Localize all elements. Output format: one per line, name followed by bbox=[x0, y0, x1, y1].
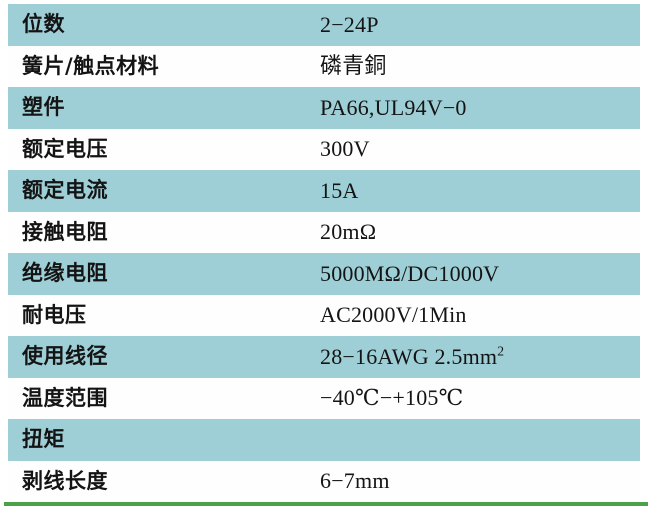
spec-value-cell: 2−24P bbox=[320, 11, 379, 37]
spec-value-cell: PA66,UL94V−0 bbox=[320, 94, 467, 120]
spec-label-cell: 剥线长度 bbox=[22, 468, 108, 493]
spec-label-cell: 扭矩 bbox=[22, 427, 65, 452]
table-row: 塑件 PA66,UL94V−0 bbox=[0, 87, 650, 129]
table-row: 额定电压 300V bbox=[0, 128, 650, 170]
spec-value-cell: −40℃−+105℃ bbox=[320, 385, 464, 411]
table-row: 绝缘电阻 5000MΩ/DC1000V bbox=[0, 253, 650, 295]
spec-value-cell: AC2000V/1Min bbox=[320, 302, 467, 328]
table-row: 使用线径 28−16AWG 2.5mm2 bbox=[0, 336, 650, 378]
spec-value-text: 28−16AWG 2.5mm bbox=[320, 343, 498, 369]
spec-label-cell: 绝缘电阻 bbox=[22, 261, 108, 286]
connector-specification-table: 位数 2−24P 簧片/触点材料 磷青銅 塑件 PA66,UL94V−0 额定电压 300V 额… bbox=[0, 4, 650, 492]
table-row: 接触电阻 20mΩ bbox=[0, 211, 650, 253]
table-row: 位数 2−24P bbox=[0, 4, 650, 46]
spec-value-cell: 5000MΩ/DC1000V bbox=[320, 260, 500, 286]
spec-label-cell: 位数 bbox=[22, 12, 65, 37]
spec-value-cell: 20mΩ bbox=[320, 219, 377, 245]
spec-value-superscript: 2 bbox=[497, 343, 505, 359]
table-row: 额定电流 15A bbox=[0, 170, 650, 212]
spec-label-cell: 簧片/触点材料 bbox=[22, 53, 160, 78]
spec-label-cell: 温度范围 bbox=[22, 385, 108, 410]
spec-label-cell: 塑件 bbox=[22, 95, 65, 120]
spec-label-cell: 额定电压 bbox=[22, 136, 108, 161]
spec-label-cell: 使用线径 bbox=[22, 344, 108, 369]
bottom-green-rule bbox=[4, 502, 648, 506]
table-row: 扭矩 bbox=[0, 419, 650, 461]
table-row: 温度范围 −40℃−+105℃ bbox=[0, 377, 650, 419]
table-row: 耐电压 AC2000V/1Min bbox=[0, 294, 650, 336]
spec-value-cell: 28−16AWG 2.5mm2 bbox=[320, 343, 650, 369]
spec-label-cell: 接触电阻 bbox=[22, 219, 108, 244]
spec-label-cell: 额定电流 bbox=[22, 178, 108, 203]
table-row: 剥线长度 6−7mm bbox=[0, 460, 650, 502]
spec-label-cell: 耐电压 bbox=[22, 302, 87, 327]
spec-value-cell: 15A bbox=[320, 177, 359, 203]
spec-value-cell: 300V bbox=[320, 136, 370, 162]
spec-value-cell: 磷青銅 bbox=[320, 53, 387, 79]
table-row: 簧片/触点材料 磷青銅 bbox=[0, 45, 650, 87]
spec-value-cell: 6−7mm bbox=[320, 468, 390, 494]
